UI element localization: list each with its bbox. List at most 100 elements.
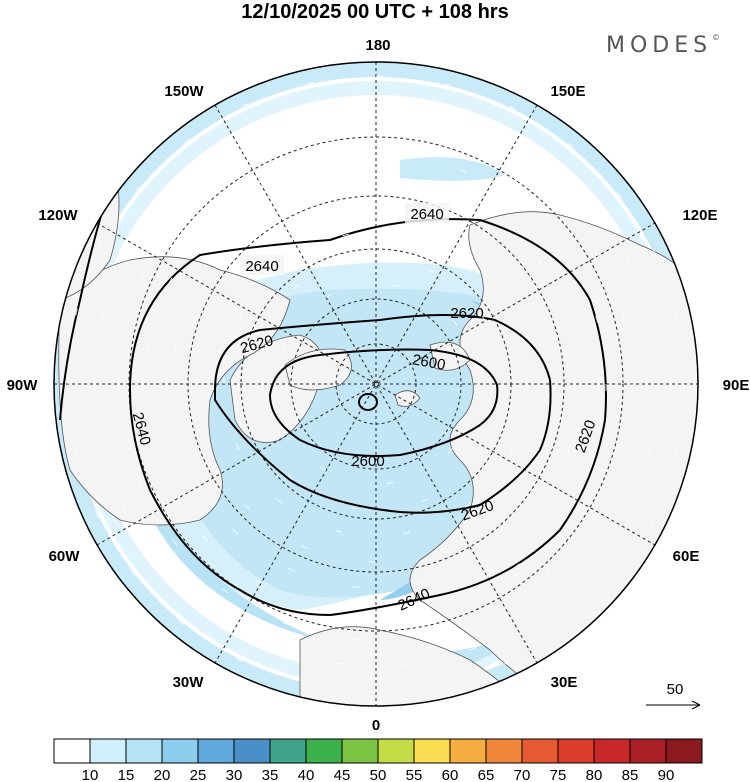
wind-vector [168, 277, 173, 285]
wind-vector [164, 191, 170, 198]
wind-vector [568, 317, 572, 325]
wind-vector [235, 443, 240, 451]
wind-vector [359, 179, 367, 182]
contour-2620 [214, 314, 552, 514]
wind-vector [307, 216, 315, 220]
wind-vector [342, 233, 350, 237]
wind-vector [242, 103, 249, 107]
wind-vector [228, 170, 235, 176]
contour-label-group: 2640 2640 2640 2640 2620 2620 2620 2620 … [129, 203, 599, 615]
colorbar-swatch [413, 738, 451, 764]
wind-vector [393, 154, 401, 156]
colorbar-swatch [485, 738, 523, 764]
colorbar-swatch [593, 738, 631, 764]
colorbar-ticks: 10 15 20 25 30 35 40 45 50 55 60 65 70 75 80 85 90 [82, 767, 675, 782]
wind-vector [428, 268, 435, 273]
meridian-label-150w: 150W [164, 83, 204, 100]
wind-vector [496, 509, 503, 516]
wind-vector [172, 539, 178, 546]
wind-vector [487, 212, 494, 218]
wind-vector [122, 508, 127, 516]
wind-vector [586, 196, 593, 203]
meridian-label-60w: 60W [49, 548, 81, 565]
wind-vector [281, 343, 285, 350]
wind-vector [192, 474, 198, 482]
wind-vector [393, 285, 401, 288]
reference-vector: 50 [646, 681, 701, 710]
contour-label: 2600 [351, 453, 384, 470]
wind-vector [137, 479, 142, 487]
wind-vector [625, 252, 630, 260]
colorbar-tick-label: 10 [82, 767, 99, 782]
wind-vector [307, 81, 315, 85]
colorbar-tick-label: 90 [658, 767, 675, 782]
wind-vector [653, 250, 657, 257]
wind-vector [120, 411, 123, 419]
wind-vector [244, 504, 251, 511]
wind-vector [582, 570, 588, 577]
wind-vector [147, 411, 150, 419]
wind-vector [437, 548, 445, 552]
wind-vector [260, 180, 268, 186]
wind-vector [545, 570, 552, 577]
colorbar-tick-label: 70 [514, 767, 531, 782]
meridian-label-120e: 120E [682, 207, 717, 224]
wind-vector [174, 343, 177, 351]
wind-vector [222, 588, 229, 594]
contour-label: 2640 [410, 206, 443, 223]
wind-vector [121, 342, 124, 350]
wind-vector [647, 451, 651, 459]
brand-name: MODES [606, 33, 713, 58]
wind-vector [512, 317, 517, 325]
colorbar-swatch [665, 738, 703, 764]
wind-vector [402, 663, 411, 666]
meridian-label-180: 180 [365, 37, 390, 54]
wind-vector [509, 449, 514, 457]
wind-vector [427, 132, 436, 136]
wind-vector [453, 597, 461, 602]
wind-vector [594, 250, 599, 258]
wind-vector [325, 293, 333, 298]
wind-vector [565, 254, 571, 261]
wind-vector [421, 634, 429, 637]
wind-vector [165, 477, 170, 485]
wind-vector [409, 103, 417, 106]
wind-vector [196, 280, 201, 288]
wind-vector [501, 257, 508, 264]
colorbar-swatch [53, 738, 91, 764]
wind-vector [207, 222, 213, 228]
wind-vector [232, 528, 239, 535]
wind-vector [537, 451, 541, 459]
wind-vector [421, 498, 429, 502]
wind-vector [503, 661, 510, 665]
colorbar-tick-label: 40 [298, 767, 315, 782]
colorbar-swatch [233, 738, 271, 764]
wind-vector [335, 662, 343, 665]
wind-vector [75, 308, 78, 316]
wind-vector [159, 565, 166, 572]
wind-vector [470, 264, 477, 270]
map-title: 12/10/2025 00 UTC + 108 hrs [241, 1, 509, 23]
contour-2640 [128, 218, 607, 617]
wind-vector [125, 246, 131, 254]
wind-vector [301, 545, 309, 549]
wind-vector [386, 482, 394, 485]
wind-vector [444, 83, 452, 86]
wind-vector [452, 319, 458, 326]
wind-vector [293, 193, 301, 198]
colorbar-swatch [305, 738, 343, 764]
brand-logo: MODES© [606, 33, 720, 58]
wind-vector [275, 498, 282, 504]
wind-vector [73, 445, 77, 453]
wind-vector [621, 514, 627, 522]
contour-lines [59, 159, 607, 617]
wind-vector [269, 644, 277, 649]
wind-vector [386, 612, 394, 615]
map-disk [54, 62, 698, 706]
wind-vector [419, 581, 427, 584]
wind-vector [279, 411, 283, 419]
wind-vector [675, 315, 679, 323]
colorbar-tick-label: 25 [190, 767, 207, 782]
wind-vector [341, 102, 350, 105]
reference-vector-label: 50 [667, 681, 684, 698]
